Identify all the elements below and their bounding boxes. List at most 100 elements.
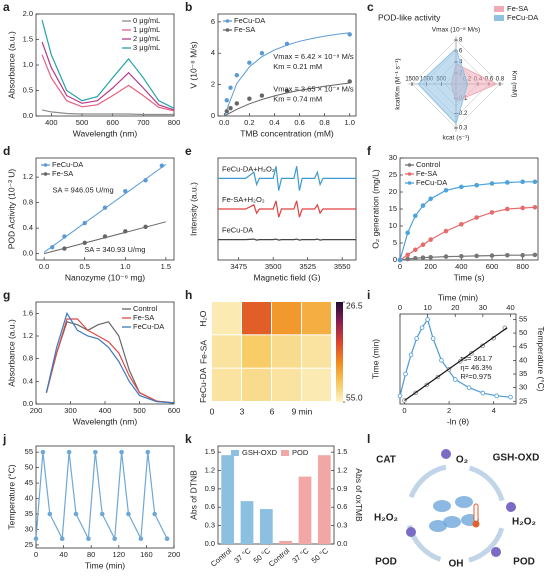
x-axis-label: -ln (θ): [447, 416, 469, 426]
plot-frame: [217, 13, 357, 117]
data-point: [284, 41, 290, 47]
panel-label: a: [3, 0, 10, 14]
radar-area: [417, 47, 469, 125]
series-line: [218, 200, 356, 218]
x-tick-label: 3475: [230, 262, 247, 271]
legend-marker: [407, 181, 412, 185]
data-point: [102, 205, 108, 210]
legend-label: 1 μg/mL: [133, 25, 160, 34]
y-axis-label: Temperature (°C): [6, 464, 16, 529]
data-point: [405, 256, 410, 262]
x-tick-label: 200: [168, 550, 181, 559]
x-tick-label: 2: [447, 406, 451, 415]
legend-marker: [43, 172, 48, 176]
radar-tick-label: 8: [459, 38, 463, 44]
data-point: [520, 252, 525, 258]
x-tick-label: 800: [516, 262, 529, 271]
data-point: [420, 242, 426, 248]
x2-tick-label: 0: [398, 303, 402, 312]
legend-marker: [43, 163, 48, 167]
y-tick-label: 1.2: [205, 465, 215, 474]
data-point: [62, 246, 67, 251]
x-tick-label: 0: [402, 406, 406, 415]
legend-label: Fe-SA: [133, 313, 154, 322]
y2-tick-label: 0.0: [337, 539, 347, 548]
radar-axis-label: kcat/Km (M⁻¹ s⁻¹): [395, 58, 402, 109]
heat-cell: [272, 368, 301, 401]
data-point: [152, 511, 157, 517]
series-line: [41, 109, 174, 116]
y-tick-label: 0: [393, 255, 397, 264]
y2-tick-label: 25: [519, 396, 527, 405]
data-point: [425, 317, 430, 322]
chart-title: POD-like activity: [378, 12, 441, 22]
data-point: [428, 196, 433, 202]
data-point: [494, 393, 499, 399]
heat-cell: [302, 335, 331, 368]
x-tick-label: 37 °C: [232, 546, 253, 565]
diagram-label: O₂: [456, 455, 468, 466]
panel-label: k: [185, 432, 192, 446]
data-point: [47, 511, 53, 517]
panel-label: i: [367, 288, 370, 302]
data-point: [228, 105, 233, 111]
data-point: [459, 253, 464, 259]
data-point: [99, 511, 105, 517]
diagram-label: POD: [513, 557, 535, 568]
legend-marker: [407, 163, 412, 167]
y-tick-label: 0.9: [205, 484, 215, 493]
y-tick-label: 0.6: [205, 502, 215, 511]
data-point: [532, 252, 538, 258]
data-point: [33, 536, 39, 542]
data-point: [474, 215, 479, 220]
legend-label: FeCu-DA: [234, 16, 265, 25]
series-line: [404, 327, 508, 401]
y-tick-label: 1.5: [205, 447, 215, 456]
annotation: Vmax = 3.65 × 10⁻⁸ M/s: [273, 84, 354, 93]
x-tick-label: 0: [398, 262, 402, 271]
y-tick-label: 0.0: [205, 539, 215, 548]
data-point: [259, 93, 265, 98]
annotation: η= 46.3%: [460, 363, 492, 372]
series-label: FeCu-DA+H₂O₂: [222, 164, 275, 173]
y-axis-label: Intensity (a.u.): [188, 182, 198, 236]
data-point: [50, 245, 55, 250]
x-tick-label: 700: [137, 118, 150, 127]
y-tick-label: 1.6: [23, 308, 33, 317]
y-tick-label: 25: [25, 540, 33, 549]
data-point: [428, 237, 433, 242]
x-tick-label: 0.6: [294, 118, 304, 127]
y-tick-label: 0.8: [23, 198, 33, 207]
legend-label: Control: [416, 160, 441, 169]
data-point: [428, 254, 433, 260]
column-label: 3: [240, 406, 245, 416]
legend-label: Fe-SA: [52, 169, 73, 178]
radar-tick-label: 6: [459, 49, 463, 55]
heat-cell: [272, 302, 301, 335]
bar: [240, 501, 254, 544]
data-point: [413, 247, 418, 253]
data-point: [408, 352, 414, 358]
data-point: [112, 536, 117, 542]
x-tick-label: 120: [113, 550, 126, 559]
x-axis-label: Nanozyme (10⁻⁶ mg): [65, 272, 145, 282]
data-point: [443, 254, 449, 259]
y-tick-label: 0: [211, 111, 215, 120]
data-point: [347, 79, 352, 84]
series-line: [399, 254, 535, 261]
legend-label: Fe-SA: [234, 25, 255, 34]
x-tick-label: 200: [424, 262, 437, 271]
y-axis-label: POD Activity (10⁻³ U): [6, 169, 16, 250]
x-axis-label: Wavelength (nm): [73, 416, 138, 426]
x-tick-label: 400: [45, 118, 58, 127]
legend-label: POD: [292, 448, 309, 457]
data-point: [234, 73, 240, 78]
plot-frame: [217, 445, 335, 545]
y-tick-label: 0.8: [23, 354, 33, 363]
x-tick-label: 0.4: [269, 118, 279, 127]
data-point: [159, 163, 165, 168]
y-axis-label: Absorbance (a.u.): [6, 31, 16, 99]
y-tick-label: 2.0: [23, 9, 33, 18]
x-tick-label: 4: [492, 406, 496, 415]
